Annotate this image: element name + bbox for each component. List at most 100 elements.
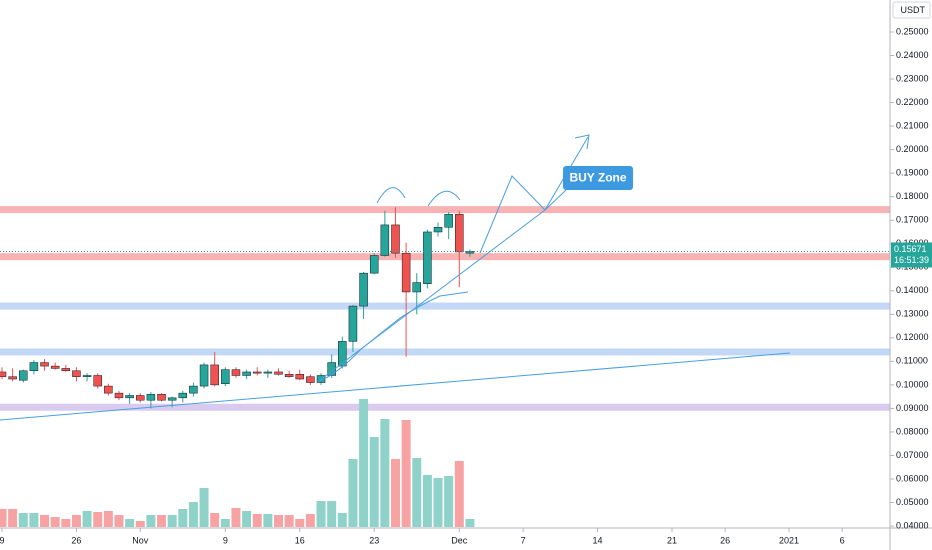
candle-body	[284, 374, 294, 377]
callout: BUY Zone	[563, 166, 633, 190]
y-tick-label: 0.05000	[896, 497, 929, 507]
candle-body	[104, 385, 113, 394]
y-tick-label: 0.06000	[896, 473, 929, 483]
volume-bar	[71, 515, 81, 527]
y-tick-label: 0.08000	[896, 426, 929, 436]
candle-body	[433, 227, 443, 233]
x-tick-label: 23	[369, 535, 379, 545]
volume-bar	[125, 519, 135, 527]
last-price-tag	[891, 242, 932, 268]
volume-bar	[146, 515, 156, 527]
x-tick-label: 26	[720, 535, 730, 545]
levels	[0, 206, 890, 411]
x-tick-label: 9	[0, 535, 5, 545]
candle-body	[125, 395, 134, 399]
volume-bar	[252, 514, 262, 527]
peak-arc	[427, 190, 461, 207]
volume-bar	[0, 509, 7, 527]
volume-bar	[359, 399, 369, 527]
candle-body	[348, 305, 358, 342]
trend-line	[319, 209, 546, 381]
trend-line	[317, 291, 469, 383]
level-band	[0, 253, 890, 261]
candle-body	[135, 395, 145, 401]
candle-body	[50, 365, 60, 369]
volume-bar	[348, 459, 358, 527]
volume-bar	[188, 502, 198, 527]
volume-bar	[231, 508, 241, 527]
trend-line	[0, 352, 791, 421]
volume-bar	[167, 515, 177, 527]
level-band	[0, 403, 890, 411]
x-tick-label: 7	[521, 535, 526, 545]
candle-body	[29, 362, 39, 372]
y-tick-label: 0.12000	[896, 332, 929, 342]
candle-body	[231, 369, 241, 376]
y-tick-label: 0.23000	[896, 73, 929, 83]
y-tick-label: 0.22000	[896, 97, 929, 107]
x-tick-label: Dec	[451, 535, 468, 545]
volume-bar	[284, 515, 294, 527]
volume-bar	[40, 515, 50, 527]
candle-body	[189, 385, 198, 394]
candle-body	[338, 341, 347, 367]
volume-bar	[295, 519, 305, 527]
candle-body	[114, 392, 124, 399]
level-band	[0, 348, 890, 356]
y-tick-label: 0.10000	[896, 379, 929, 389]
level-band	[0, 302, 890, 310]
volume-bar	[305, 514, 315, 527]
drawings	[0, 134, 791, 421]
volume-bar	[135, 521, 145, 527]
y-tick-label: 0.17000	[896, 215, 929, 225]
volume-bar	[327, 501, 337, 527]
candle-body	[0, 371, 7, 377]
volume-bar	[114, 515, 124, 527]
x-tick-label: Nov	[132, 535, 149, 545]
y-tick-label: 0.13000	[896, 309, 929, 319]
candle-body	[252, 371, 262, 374]
y-tick-label: 0.11000	[896, 356, 928, 366]
y-tick-label: 0.04000	[896, 520, 929, 530]
candle-body	[19, 370, 28, 381]
y-tick-label: 0.25000	[896, 26, 929, 36]
y-tick-label: 0.21000	[896, 120, 929, 130]
volume-bar	[18, 513, 28, 527]
candle-body	[157, 394, 166, 401]
candles	[0, 207, 475, 409]
candle-body	[146, 394, 156, 401]
x-tick-label: 2021	[779, 535, 799, 545]
candle-body	[444, 214, 453, 228]
volume-bar	[465, 519, 475, 527]
level-band	[0, 206, 890, 214]
candle-body	[455, 214, 464, 253]
candle-body	[327, 362, 336, 376]
volume-bar	[29, 513, 39, 527]
candle-body	[295, 374, 305, 380]
y-tick-label: 0.09000	[896, 403, 929, 413]
volume-bar	[50, 517, 60, 527]
volume-bar	[157, 515, 167, 527]
candle-body	[178, 392, 188, 399]
volume-bar	[316, 501, 326, 527]
x-tick-label: 16	[295, 535, 305, 545]
countdown: 16:51:39	[894, 255, 929, 265]
volume-bar	[444, 476, 454, 527]
currency-button[interactable]	[892, 1, 931, 19]
volume-bar	[178, 509, 188, 527]
volume-pane	[0, 399, 475, 527]
callout-text: BUY Zone	[569, 171, 626, 185]
time-axis: 9 26 Nov 9 16 23 Dec 7 14 21 26 2021 6	[0, 528, 845, 545]
volume-bar	[337, 513, 347, 527]
volume-bar	[454, 461, 464, 527]
candle-body	[401, 252, 411, 293]
volume-bar	[242, 511, 252, 527]
candle-body	[465, 251, 475, 254]
y-tick-label: 0.07000	[896, 450, 929, 460]
candle-body	[391, 224, 400, 254]
volume-bar	[210, 513, 220, 527]
currency[interactable]: USDT	[901, 5, 926, 15]
